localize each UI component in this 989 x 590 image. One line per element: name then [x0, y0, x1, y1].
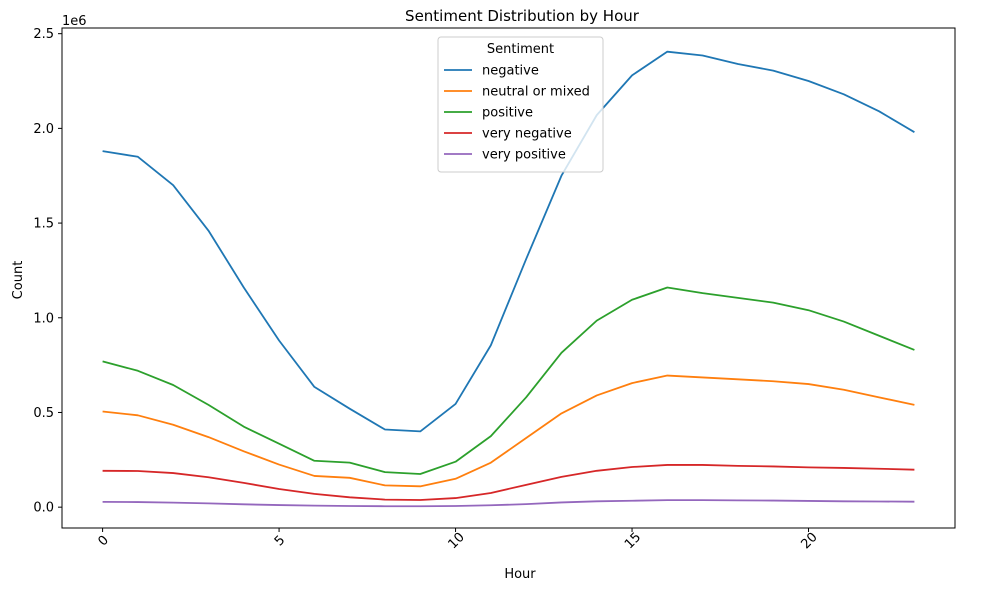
legend: Sentiment negative neutral or mixed positiv… [437, 36, 604, 173]
x-axis-label: Hour [504, 567, 536, 582]
y-tick-label: 2.0 [33, 122, 54, 137]
series-line-very-negative [102, 464, 915, 501]
y-tick-label: 0.0 [33, 501, 54, 516]
series-lines [102, 50, 915, 508]
series-line-positive [102, 286, 915, 475]
legend-label: neutral or mixed [482, 85, 590, 100]
legend-box [437, 36, 604, 173]
y-tick-label: 0.5 [33, 406, 54, 421]
y-tick-label: 1.0 [33, 311, 54, 326]
plot-frame [61, 27, 956, 529]
legend-label: very positive [482, 148, 566, 163]
series-line-neutral-or-mixed [102, 374, 915, 488]
series-line-negative [102, 50, 915, 433]
legend-label: positive [482, 106, 533, 121]
legend-title: Sentiment [487, 42, 554, 57]
y-tick-label: 2.5 [33, 27, 54, 42]
series-line-very-positive [102, 499, 915, 508]
y-axis-label: Count [11, 261, 26, 300]
chart-title: Sentiment Distribution by Hour [405, 7, 640, 25]
y-tick-label: 1.5 [33, 217, 54, 232]
legend-label: negative [482, 64, 539, 79]
y-offset-label: 1e6 [62, 14, 87, 29]
legend-label: very negative [482, 127, 572, 142]
